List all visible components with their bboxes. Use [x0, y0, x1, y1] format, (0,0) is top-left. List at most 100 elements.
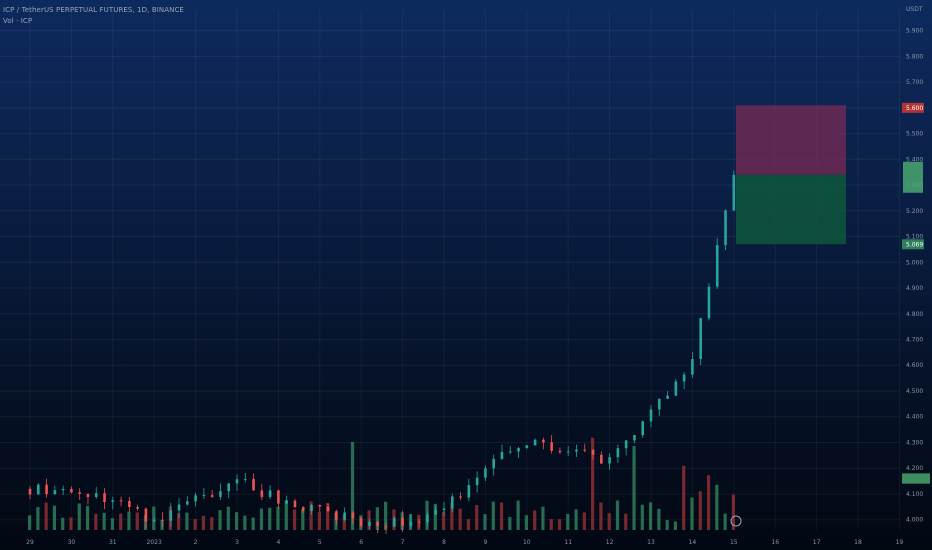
candle-body: [293, 500, 297, 508]
volume-bar: [508, 517, 512, 530]
candle-body: [136, 506, 139, 509]
volume-bar: [483, 514, 487, 530]
price-axis-label: 4.500: [906, 388, 923, 395]
candle-body: [335, 511, 338, 520]
price-axis-label: 4.700: [906, 337, 923, 344]
candle-body: [326, 506, 330, 512]
volume-bar: [251, 517, 255, 530]
risk-reward-position: [736, 105, 846, 245]
candle-body: [359, 518, 363, 526]
volume-bar: [433, 503, 437, 530]
time-axis-label: 4: [276, 539, 280, 546]
time-axis-label: 5: [318, 539, 322, 546]
volume-bar: [326, 503, 330, 530]
candle-body: [210, 495, 214, 497]
volume-value-tag: [902, 473, 930, 484]
volume-bar: [632, 446, 636, 530]
price-axis-label: 4.400: [906, 414, 923, 421]
candle-body: [285, 500, 288, 504]
volume-bar: [61, 517, 65, 530]
volume-bar: [143, 515, 148, 530]
volume-bar: [690, 497, 694, 530]
volume-bar: [657, 508, 661, 530]
volume-bar: [524, 515, 528, 530]
entry-price-tag: [902, 239, 924, 250]
price-axis-label: 5.400: [906, 156, 923, 163]
time-axis: 29 30 31 2023 2 3 4 5 6 7 8 9 10 11 12 13 14 15 16 17 18 19: [26, 539, 903, 546]
volume-bar: [591, 437, 595, 530]
stop-price-tag: [902, 102, 924, 113]
candle-body: [70, 488, 73, 493]
volume-bar: [94, 513, 98, 530]
candle-body: [624, 440, 628, 449]
volume-bar: [649, 502, 653, 530]
volume-indicator-title: Vol · ICP: [3, 17, 33, 25]
candle-body: [426, 514, 429, 523]
time-axis-label: 13: [647, 539, 655, 546]
time-axis-label: 16: [771, 539, 779, 546]
candle-body: [260, 490, 264, 497]
candle-body: [310, 504, 313, 511]
candle-body: [186, 501, 189, 505]
volume-bar: [557, 519, 562, 530]
candle-body: [243, 478, 247, 480]
candle-body: [707, 286, 711, 319]
volume-bar: [160, 519, 164, 530]
volume-bar: [193, 519, 197, 530]
price-axis-label: 5.900: [906, 28, 923, 35]
candle-body: [608, 457, 611, 464]
candle-body: [575, 449, 578, 452]
price-axis-label: 4.000: [906, 517, 923, 524]
price-axis-label: 5.500: [906, 131, 923, 138]
time-axis-label: 8: [442, 539, 446, 546]
volume-bar: [715, 484, 719, 530]
candle-body: [649, 409, 653, 422]
candle-body: [161, 519, 164, 521]
candle-body: [525, 445, 529, 449]
candle-body: [459, 496, 462, 498]
volume-bar: [375, 507, 379, 530]
time-axis-label: 12: [606, 539, 614, 546]
time-axis-label: 29: [26, 539, 34, 546]
volume-bar: [77, 503, 81, 530]
candle-body: [682, 374, 686, 382]
candle-body: [235, 479, 239, 484]
candle-body: [583, 449, 587, 451]
volume-bar: [682, 465, 686, 530]
candle-body: [633, 435, 636, 441]
price-axis-label: 4.900: [906, 285, 923, 292]
entry-price-tag-label: 5.069: [906, 241, 923, 248]
volume-bar: [450, 502, 454, 530]
clock-icon[interactable]: [730, 515, 742, 527]
volume-bar: [442, 511, 446, 530]
candle-body: [484, 468, 487, 478]
candle-body: [28, 488, 32, 495]
candle-body: [384, 526, 388, 528]
candle-body: [169, 510, 173, 521]
volume-bar: [599, 502, 603, 530]
volume-bar: [276, 506, 280, 530]
volume-bar: [566, 513, 570, 530]
candle-body: [351, 512, 355, 519]
volume-bar: [127, 511, 131, 530]
time-axis-label: 11: [564, 539, 572, 546]
volume-bar: [491, 501, 495, 530]
price-axis-label: 4.600: [906, 362, 923, 369]
candle-body: [591, 449, 595, 455]
candle-body: [78, 492, 81, 494]
candle-body: [94, 493, 98, 498]
time-axis-label: 2023: [147, 539, 162, 546]
volume-bar: [135, 512, 139, 530]
price-axis: USDT5.9005.8005.7005.6005.5005.4005.3005…: [906, 6, 923, 524]
price-axis-label: 4.200: [906, 465, 923, 472]
candle-body: [699, 318, 702, 360]
time-axis-label: 7: [401, 539, 405, 546]
volume-bar: [615, 500, 620, 530]
take-profit-zone: [736, 174, 846, 245]
candle-body: [517, 448, 520, 452]
stop-loss-zone: [736, 105, 846, 175]
time-axis-label: 9: [483, 539, 487, 546]
volume-bar: [673, 521, 678, 530]
volume-bar: [177, 513, 181, 530]
